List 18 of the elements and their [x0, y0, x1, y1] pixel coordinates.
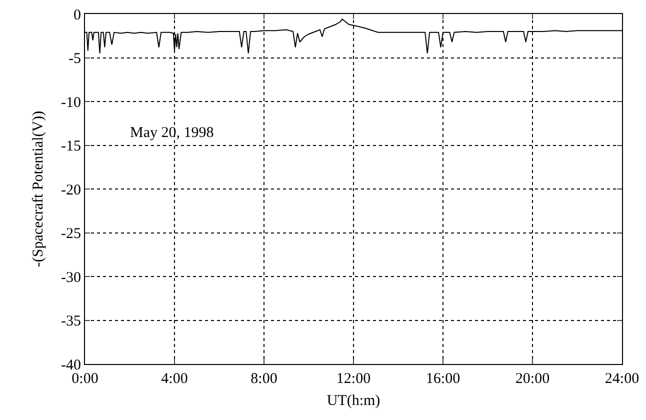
x-tick-label: 4:00 — [161, 371, 188, 387]
x-tick-label: 12:00 — [336, 371, 371, 387]
y-tick-label: -5 — [68, 51, 81, 67]
x-axis-title: UT(h:m) — [326, 393, 380, 409]
x-tick-label: 16:00 — [426, 371, 460, 387]
y-tick-label: -15 — [61, 138, 81, 154]
y-tick-label: -10 — [61, 94, 81, 111]
x-tick-label: 0:00 — [72, 371, 98, 387]
y-tick-label: -30 — [61, 270, 81, 286]
y-tick-label: 0 — [74, 7, 81, 24]
x-tick-label: 24:00 — [604, 371, 640, 387]
x-tick-label: 8:00 — [250, 371, 278, 387]
y-axis-title: -(Spacecraft Potential(V)) — [30, 110, 46, 268]
y-tick-label: -35 — [61, 314, 81, 330]
x-tick-label: 20:00 — [515, 371, 550, 387]
y-tick-label: -20 — [61, 182, 81, 198]
y-tick-label: -40 — [61, 357, 81, 374]
y-tick-label: -25 — [61, 226, 81, 242]
